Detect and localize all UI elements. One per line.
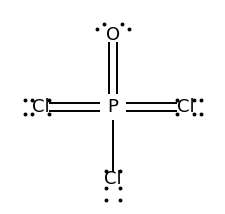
Text: P: P xyxy=(107,98,118,116)
Text: Cl: Cl xyxy=(176,98,194,116)
Text: Cl: Cl xyxy=(104,171,121,189)
Text: Cl: Cl xyxy=(32,98,49,116)
Text: O: O xyxy=(106,25,119,43)
